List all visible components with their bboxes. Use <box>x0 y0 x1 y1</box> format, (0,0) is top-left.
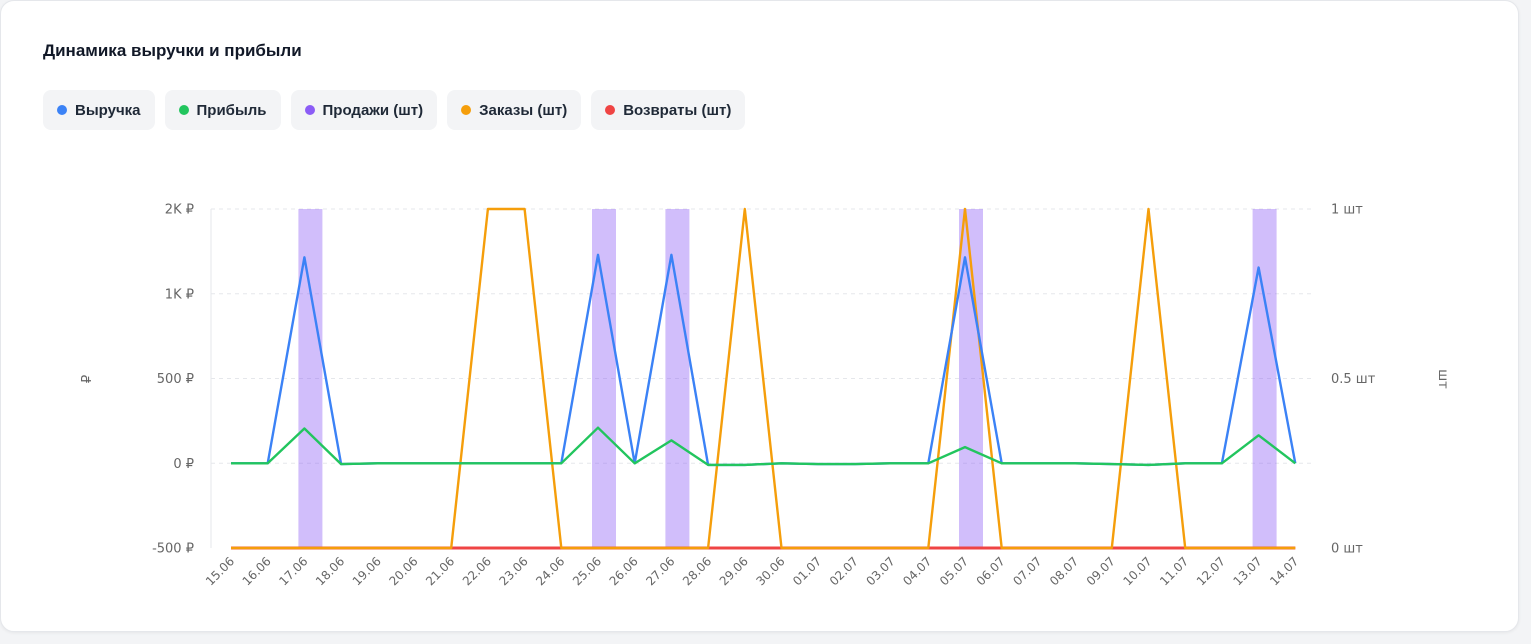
y-axis-left-title: ₽ <box>80 375 95 383</box>
legend-item-profit[interactable]: Прибыль <box>164 90 281 130</box>
x-tick-label: 10.07 <box>1120 554 1154 588</box>
legend-item-revenue[interactable]: Выручка <box>43 90 155 130</box>
y-tick-left: 500 ₽ <box>157 372 194 387</box>
legend-label: Возвраты (шт) <box>623 101 732 119</box>
returns-dot-icon <box>605 105 616 115</box>
x-tick-label: 20.06 <box>386 554 420 588</box>
x-tick-label: 09.07 <box>1084 554 1118 588</box>
y-tick-right: 0 шт <box>1331 542 1363 557</box>
x-tick-label: 06.07 <box>974 554 1008 588</box>
sales-dot-icon <box>304 105 315 115</box>
x-tick-label: 18.06 <box>313 554 347 588</box>
sales-bar <box>298 209 323 548</box>
series-line-revenue <box>231 253 1297 467</box>
legend-label: Прибыль <box>196 101 267 119</box>
x-tick-label: 02.07 <box>827 554 861 588</box>
x-tick-label: 12.07 <box>1194 554 1228 588</box>
x-tick-label: 19.06 <box>350 554 384 588</box>
x-tick-label: 15.06 <box>203 554 237 588</box>
legend-item-orders[interactable]: Заказы (шт) <box>447 90 582 130</box>
legend-label: Продажи (шт) <box>322 101 424 119</box>
x-tick-label: 22.06 <box>460 554 494 588</box>
x-tick-label: 05.07 <box>937 554 971 588</box>
y-tick-left: 2K ₽ <box>165 203 194 218</box>
x-tick-label: 03.07 <box>864 554 898 588</box>
x-tick-label: 21.06 <box>423 554 457 588</box>
x-tick-label: 08.07 <box>1047 554 1081 588</box>
x-tick-label: 23.06 <box>497 554 531 588</box>
x-tick-label: 16.06 <box>240 554 274 588</box>
revenue-profit-card: Динамика выручки и прибыли Выручка Прибы… <box>0 0 1519 632</box>
x-tick-label: 28.06 <box>680 554 714 588</box>
x-tick-label: 27.06 <box>643 554 677 588</box>
x-tick-label: 13.07 <box>1231 554 1265 588</box>
y-tick-left: 1K ₽ <box>165 287 194 302</box>
x-tick-label: 11.07 <box>1157 554 1191 588</box>
x-tick-label: 24.06 <box>533 554 567 588</box>
y-axis-right-title: шт <box>1435 369 1450 389</box>
sales-bar <box>1252 209 1277 548</box>
series-line-orders <box>231 207 1296 550</box>
x-tick-label: 26.06 <box>607 554 641 588</box>
x-tick-label: 30.06 <box>753 554 787 588</box>
series-line-profit <box>231 426 1297 467</box>
x-tick-label: 04.07 <box>900 554 934 588</box>
legend-label: Заказы (шт) <box>479 101 568 119</box>
x-tick-label: 01.07 <box>790 554 824 588</box>
x-tick-label: 14.07 <box>1267 554 1301 588</box>
card-title: Динамика выручки и прибыли <box>43 41 302 60</box>
chart-area: 2K ₽ 1K ₽ 500 ₽ 0 ₽ -500 ₽ 1 шт 0.5 шт 0 шт ₽ шт 1… <box>80 203 1450 589</box>
x-tick-label: 07.07 <box>1010 554 1044 588</box>
y-tick-right: 0.5 шт <box>1331 372 1376 387</box>
x-tick-label: 25.06 <box>570 554 604 588</box>
revenue-dot-icon <box>57 105 67 115</box>
x-tick-label: 17.06 <box>276 554 310 588</box>
profit-dot-icon <box>178 105 189 115</box>
x-tick-label: 29.06 <box>717 554 751 588</box>
sales-bar <box>665 209 690 548</box>
y-tick-left: -500 ₽ <box>152 542 194 557</box>
sales-bar <box>592 209 616 548</box>
orders-dot-icon <box>461 105 472 115</box>
y-tick-left: 0 ₽ <box>173 457 194 472</box>
y-tick-right: 1 шт <box>1331 203 1363 218</box>
legend-item-returns[interactable]: Возвраты (шт) <box>591 90 746 130</box>
legend: Выручка Прибыль Продажи (шт) Заказы (шт)… <box>43 90 746 130</box>
legend-label: Выручка <box>75 101 141 119</box>
legend-item-sales[interactable]: Продажи (шт) <box>290 90 438 130</box>
